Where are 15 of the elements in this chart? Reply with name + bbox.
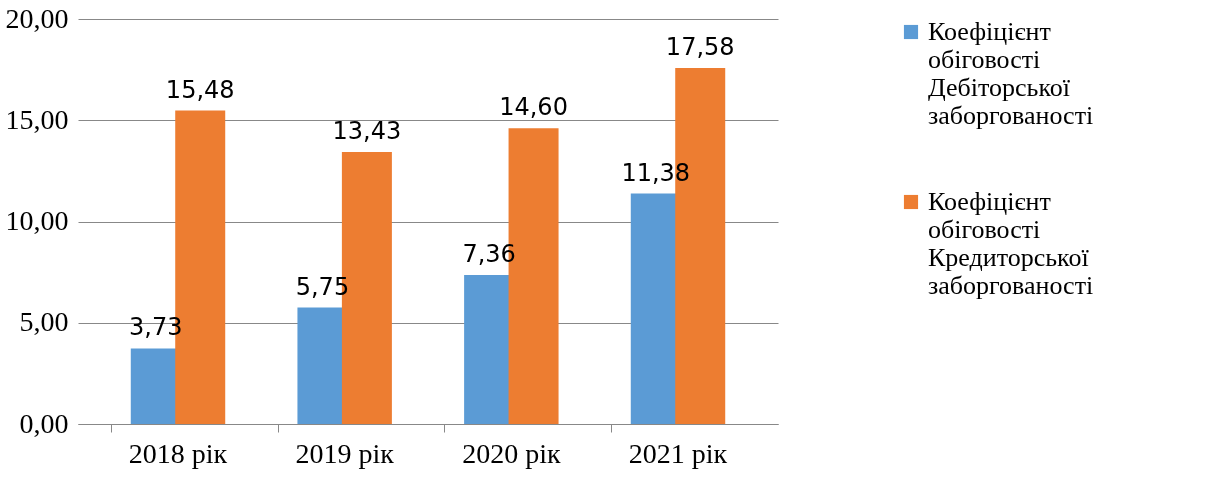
y-tick-label: 10,00 <box>5 205 69 236</box>
legend-label: Коефіцієнт обіговості Кредиторської заборгованості <box>928 187 1094 300</box>
y-tick-label: 0,00 <box>19 407 69 439</box>
data-label: 17,58 <box>665 33 735 62</box>
y-tick-label: 15,00 <box>5 103 69 135</box>
x-tick-label: 2019 рік <box>295 437 395 469</box>
y-tick-label: 20,00 <box>5 2 69 34</box>
legend-label: Коефіцієнт обіговості Дебіторської заборгованості <box>928 17 1094 130</box>
data-label: 14,60 <box>499 93 568 122</box>
x-tick-label: 2021 рік <box>628 437 728 469</box>
x-tick-label: 2020 рік <box>462 437 561 469</box>
data-label: 13,43 <box>332 117 402 146</box>
x-tick-label: 2018 рік <box>128 437 228 469</box>
y-tick-label: 5,00 <box>19 306 69 338</box>
data-label: 15,48 <box>165 75 235 104</box>
